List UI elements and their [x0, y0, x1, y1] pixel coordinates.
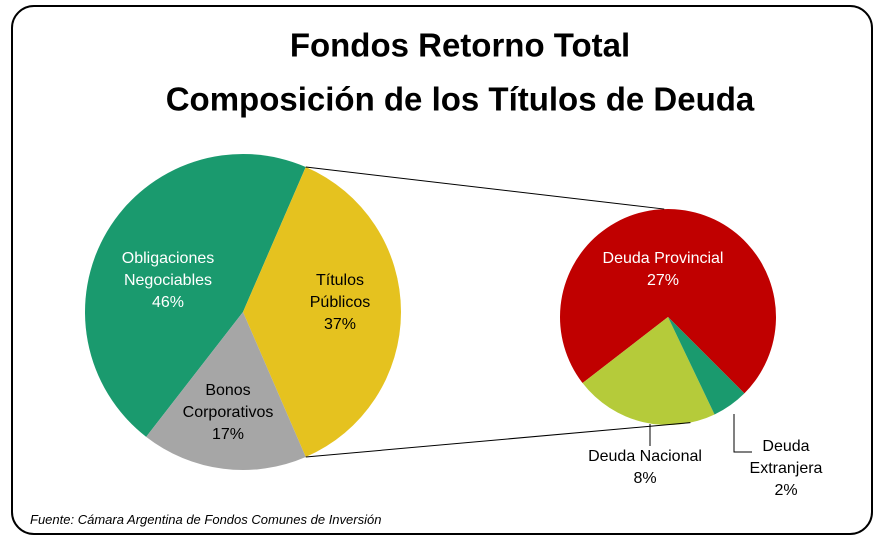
source-note: Fuente: Cámara Argentina de Fondos Comun… [30, 512, 382, 527]
slice-label: Deuda Provincial 27% [563, 248, 763, 292]
category-label: Deuda Provincial [602, 250, 724, 267]
category-label: Títulos Públicos [309, 272, 371, 311]
category-label: Obligaciones Negociables [121, 250, 215, 289]
value-label: 27% [646, 272, 680, 289]
pie-slice [146, 312, 306, 470]
slice-label: Deuda Extranjera 2% [736, 436, 836, 502]
connector-line [305, 166, 665, 210]
pie-slice [668, 317, 745, 415]
value-label: 8% [633, 470, 657, 487]
pie-slice [85, 153, 306, 437]
value-label: 46% [151, 294, 185, 311]
category-label: Bonos Corporativos [182, 382, 274, 421]
category-label: Deuda Extranjera [749, 438, 823, 477]
chart-title: Fondos Retorno Total [290, 27, 630, 64]
slice-label: Bonos Corporativos 17% [163, 380, 293, 446]
leader-line [733, 414, 752, 453]
chart-subtitle: Composición de los Títulos de Deuda [166, 81, 755, 118]
value-label: 17% [211, 426, 245, 443]
slice-label: Deuda Nacional 8% [555, 446, 735, 490]
value-label: 2% [774, 482, 798, 499]
value-label: 37% [323, 316, 357, 333]
pie-slice [582, 317, 715, 425]
connector-line [305, 422, 691, 458]
slice-label: Títulos Públicos 37% [295, 270, 385, 336]
pie-slice [560, 209, 777, 394]
slice-label: Obligaciones Negociables 46% [103, 248, 233, 314]
category-label: Deuda Nacional [588, 448, 702, 465]
pie-slice [243, 166, 402, 458]
